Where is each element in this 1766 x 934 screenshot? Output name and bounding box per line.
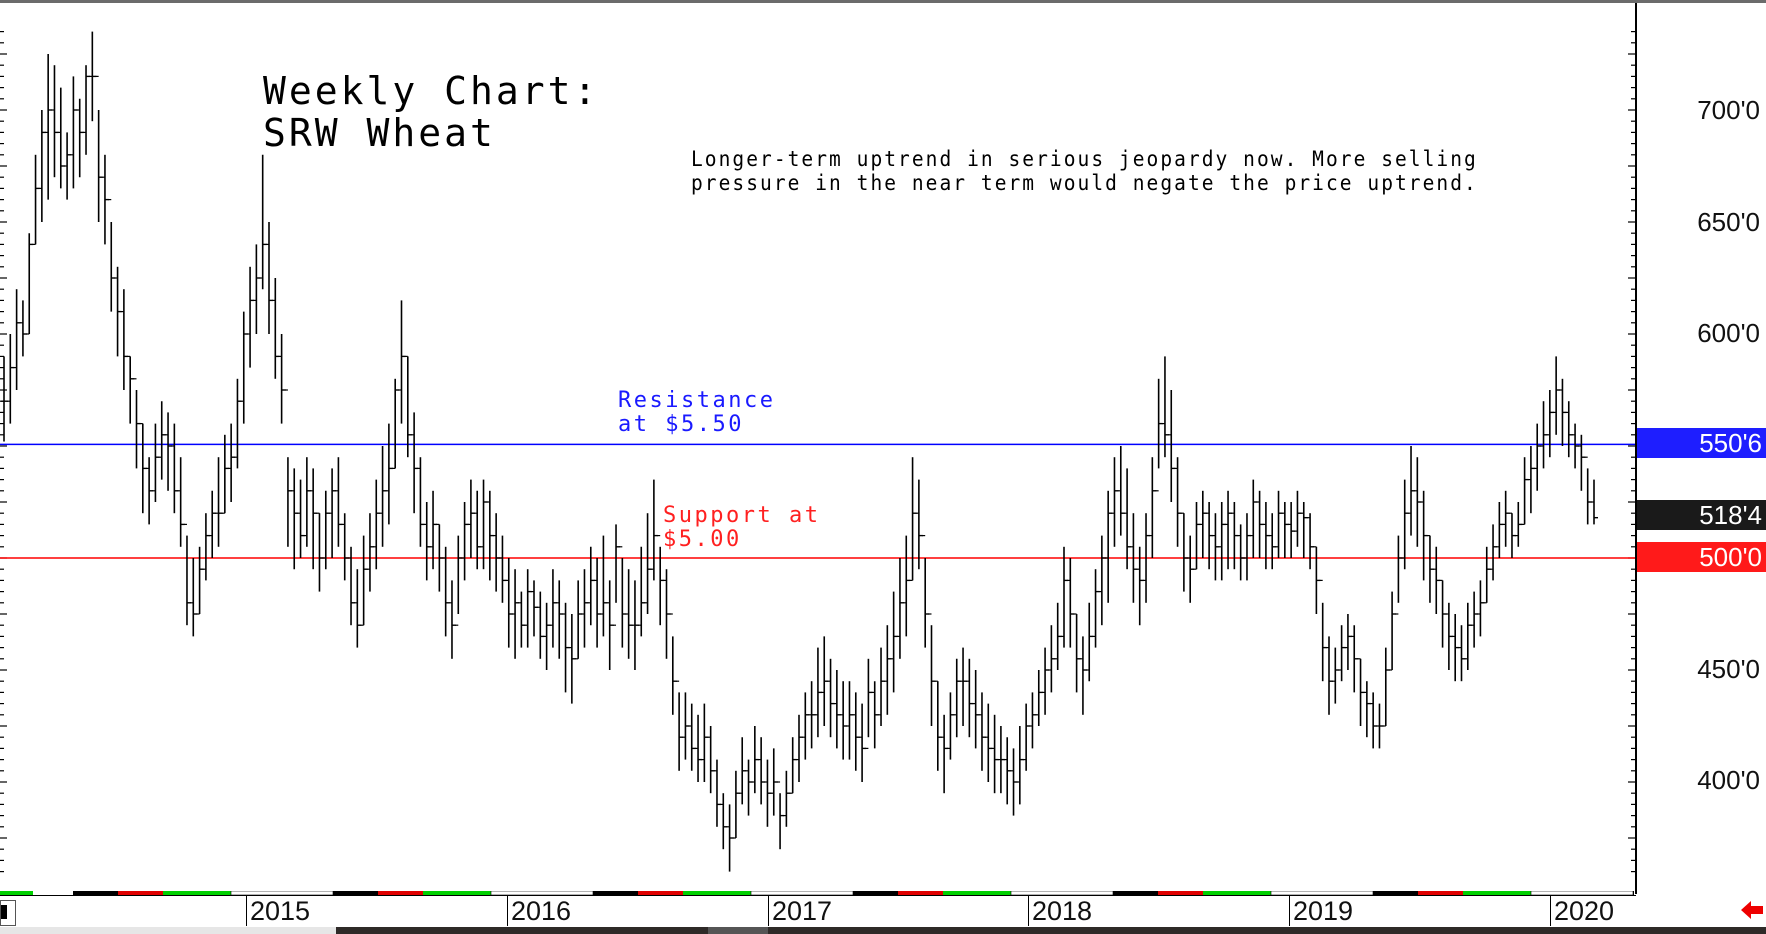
last-price-tag: 518'4 (1637, 500, 1766, 530)
y-tick-label-700: 700'0 (1697, 95, 1760, 125)
title-line-2: SRW Wheat (263, 111, 496, 155)
y-tick-label-600: 600'0 (1697, 318, 1760, 348)
bottom-scrollbar[interactable] (0, 927, 1766, 934)
title-line-1: Weekly Chart: (263, 69, 600, 113)
resistance-label-line-2: at $5.50 (618, 412, 744, 437)
x-tick-label-2019: 2019 (1289, 896, 1353, 926)
annotation-line-1: Longer-term uptrend in serious jeopardy … (691, 147, 1478, 171)
x-tick-label-2018: 2018 (1028, 896, 1092, 926)
scroll-knob[interactable] (1, 905, 7, 919)
y-tick-label-400: 400'0 (1697, 765, 1760, 795)
y-tick-label-650: 650'0 (1697, 207, 1760, 237)
scroll-left-arrow-icon[interactable] (1741, 900, 1763, 925)
chart-annotation: Longer-term uptrend in serious jeopardy … (691, 147, 1478, 195)
support-label-line-2: $5.00 (663, 527, 742, 552)
support-label-line-1: Support at (663, 503, 821, 528)
x-axis-line (0, 895, 1636, 896)
y-axis-line (1635, 3, 1637, 894)
x-tick-label-2015: 2015 (246, 896, 310, 926)
annotation-line-2: pressure in the near term would negate t… (691, 171, 1478, 195)
scrollbar-track-light (0, 927, 336, 934)
window-top-border (0, 0, 1766, 3)
support-price-tag: 500'0 (1637, 542, 1766, 572)
x-tick-label-2016: 2016 (507, 896, 571, 926)
scrollbar-thumb[interactable] (708, 927, 768, 934)
y-tick-label-450: 450'0 (1697, 654, 1760, 684)
season-color-strip (0, 891, 1634, 895)
support-annotation: Support at $5.00 (663, 504, 820, 552)
resistance-price-tag: 550'6 (1637, 428, 1766, 458)
x-tick-label-2020: 2020 (1550, 896, 1614, 926)
x-tick-label-2017: 2017 (768, 896, 832, 926)
chart-title: Weekly Chart: SRW Wheat (263, 70, 599, 154)
scroll-start-handle[interactable] (0, 900, 16, 926)
resistance-annotation: Resistance at $5.50 (618, 389, 775, 437)
resistance-label-line-1: Resistance (618, 388, 776, 413)
